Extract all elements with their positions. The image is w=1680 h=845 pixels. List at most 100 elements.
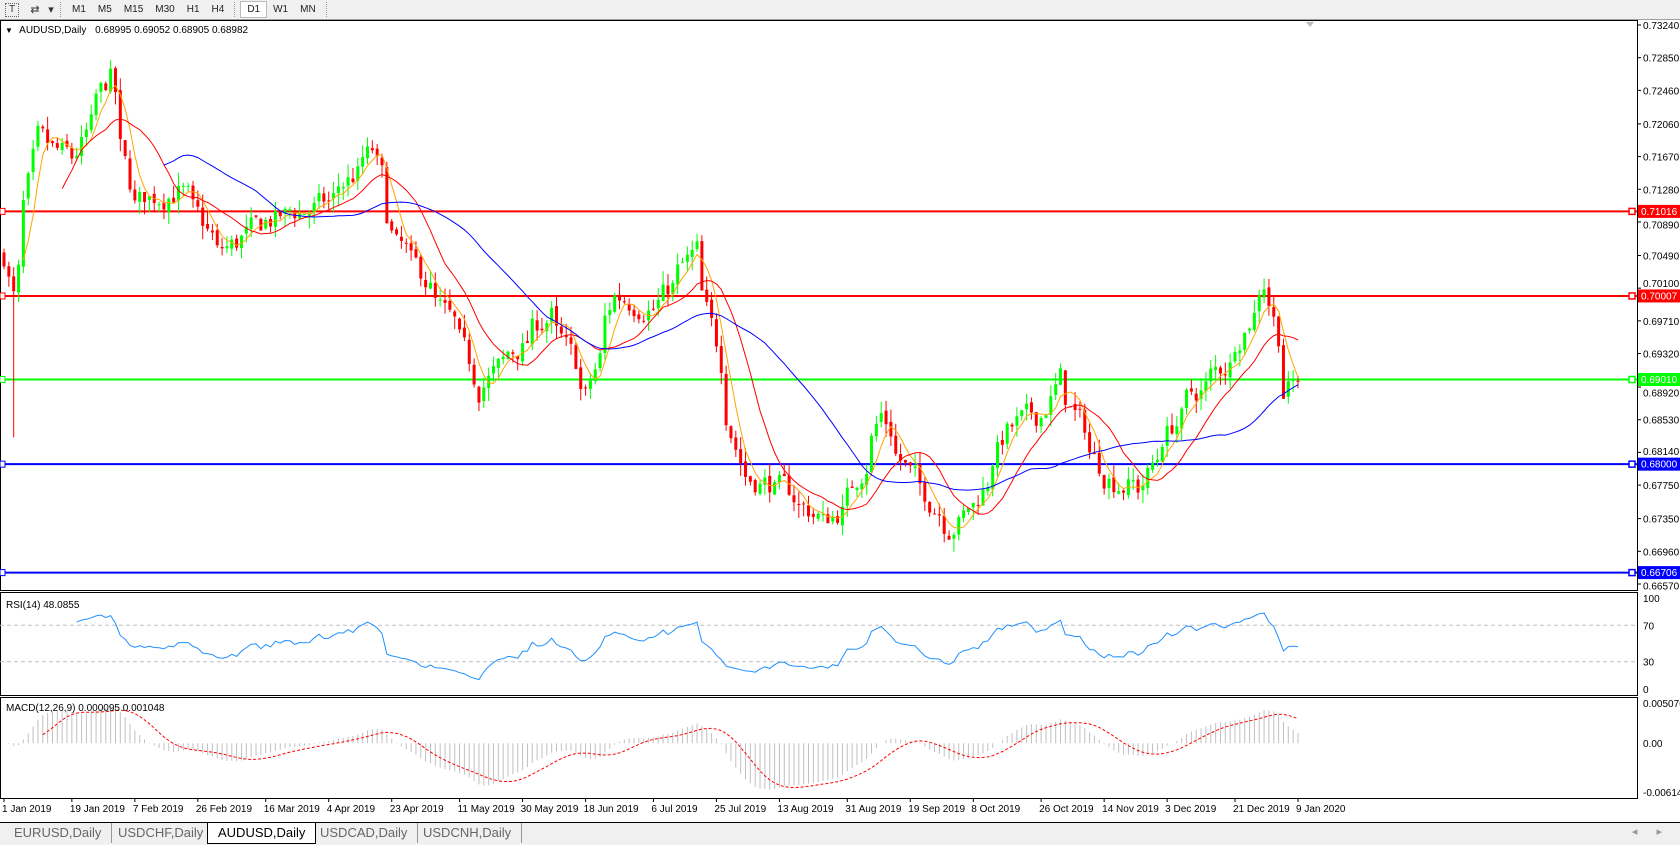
candle-body <box>123 140 127 156</box>
main-price-pane[interactable]: 0.73240 0.72850 0.72460 0.72060 0.71670 0.712… <box>0 20 1680 799</box>
macd-pane[interactable]: 0.005076 0.00 -0.006148 <box>4 699 1680 799</box>
candle-body <box>26 173 30 199</box>
date-tick-label: 23 Apr 2019 <box>390 804 444 815</box>
text-tool-icon[interactable]: T <box>5 2 19 17</box>
candle-body <box>249 217 253 230</box>
price-tick-label: 0.68530 <box>1643 416 1680 427</box>
timeframe-m5[interactable]: M5 <box>97 4 112 15</box>
candle-body <box>676 264 680 285</box>
tab-usdcad[interactable]: USDCAD,Daily <box>310 823 419 843</box>
timeframe-d1[interactable]: D1 <box>240 1 268 18</box>
candle-body <box>525 341 529 343</box>
timeframe-mn[interactable]: MN <box>300 4 316 15</box>
candle-body <box>1151 462 1155 470</box>
candle-body <box>574 345 578 369</box>
candle-body <box>768 475 772 493</box>
candle-body <box>1088 432 1092 453</box>
candle-body <box>700 241 704 291</box>
candle-body <box>695 241 699 250</box>
macd-signal-line <box>42 709 1299 789</box>
candle-body <box>225 246 229 249</box>
timeframe-h1[interactable]: H1 <box>186 4 200 15</box>
level-price-badge <box>1638 204 1680 218</box>
timeframe-m30[interactable]: M30 <box>155 4 175 15</box>
candle-body <box>1078 408 1082 410</box>
candle-body <box>1141 485 1145 491</box>
chart-window[interactable]: 0.73240 0.72850 0.72460 0.72060 0.71670 0.712… <box>0 20 1680 820</box>
candle-body <box>307 213 311 217</box>
candle-body <box>952 534 956 539</box>
candle-body <box>60 142 64 151</box>
candle-body <box>685 254 689 262</box>
date-tick-label: 1 Jan 2019 <box>2 804 52 815</box>
candle-body <box>642 320 646 322</box>
rsi-line <box>76 612 1299 681</box>
price-tick-label: 0.67350 <box>1643 515 1680 526</box>
candle-body <box>1083 409 1087 433</box>
candle-body <box>21 199 25 267</box>
macd-tick-label: 0.00 <box>1643 739 1663 750</box>
price-tick-label: 0.72460 <box>1643 86 1680 97</box>
candle-body <box>215 230 219 246</box>
candle-body <box>554 306 558 326</box>
ma-mid-line <box>61 118 1299 515</box>
candle-body <box>593 369 597 382</box>
price-tick-label: 0.72060 <box>1643 120 1680 131</box>
candle-body <box>128 158 132 190</box>
timeframe-h4[interactable]: H4 <box>211 4 225 15</box>
candle-body <box>1281 345 1285 399</box>
level-price-label: 0.71016 <box>1641 207 1678 218</box>
candle-body <box>991 466 995 490</box>
pane-border <box>0 20 1638 591</box>
candle-body <box>899 454 903 461</box>
candle-body <box>1238 350 1242 354</box>
candle-body <box>118 90 122 139</box>
ma-fast-line <box>22 84 1299 529</box>
toolbar-separator <box>60 2 62 17</box>
tab-usdchf[interactable]: USDCHF,Daily <box>108 823 215 843</box>
candle-body <box>1165 425 1169 446</box>
candle-body <box>807 505 811 517</box>
candle-body <box>1170 425 1174 434</box>
candle-body <box>1059 368 1063 385</box>
candle-body <box>113 68 117 93</box>
candle-body <box>46 129 50 144</box>
candle-body <box>1049 396 1053 415</box>
candle-body <box>191 185 195 200</box>
candle-body <box>1204 381 1208 392</box>
candle-body <box>1122 490 1126 493</box>
candle-body <box>1044 415 1048 418</box>
level-handle <box>1628 568 1636 577</box>
candle-body <box>782 473 786 477</box>
candle-body <box>811 513 815 517</box>
timeframe-w1[interactable]: W1 <box>273 4 289 15</box>
candle-body <box>186 185 190 187</box>
tab-scroll-arrows[interactable]: ◂ ▸ <box>1631 826 1670 838</box>
tab-usdcnh[interactable]: USDCNH,Daily <box>413 823 523 843</box>
dropdown-icon[interactable]: ▾ <box>48 4 54 16</box>
timeframe-m1[interactable]: M1 <box>72 4 86 15</box>
tab-eurusd[interactable]: EURUSD,Daily <box>4 823 113 843</box>
candle-body <box>777 474 781 483</box>
candle-body <box>918 464 922 484</box>
objects-tool-icon[interactable]: ⇄ <box>30 4 40 16</box>
date-tick-label: 4 Apr 2019 <box>327 804 376 815</box>
rsi-pane[interactable]: 100 70 30 0 <box>0 594 1660 696</box>
level-price-badge <box>1638 566 1680 580</box>
candle-body <box>1000 439 1004 445</box>
candle-body <box>957 516 961 535</box>
candle-body <box>264 219 268 229</box>
level-price-label: 0.68000 <box>1641 460 1678 471</box>
collapse-arrow-icon[interactable]: ▼ <box>5 26 13 35</box>
candle-body <box>365 146 369 159</box>
candle-body <box>269 218 273 227</box>
candle-body <box>70 147 74 159</box>
level-price-badge <box>1638 373 1680 387</box>
timeframe-m15[interactable]: M15 <box>123 4 144 15</box>
tab-audusd[interactable]: AUDUSD,Daily <box>207 823 317 844</box>
candle-body <box>1248 328 1252 331</box>
candle-body <box>482 387 486 402</box>
candle-body <box>714 319 718 347</box>
candle-body <box>133 189 137 201</box>
candle-body <box>390 221 394 231</box>
